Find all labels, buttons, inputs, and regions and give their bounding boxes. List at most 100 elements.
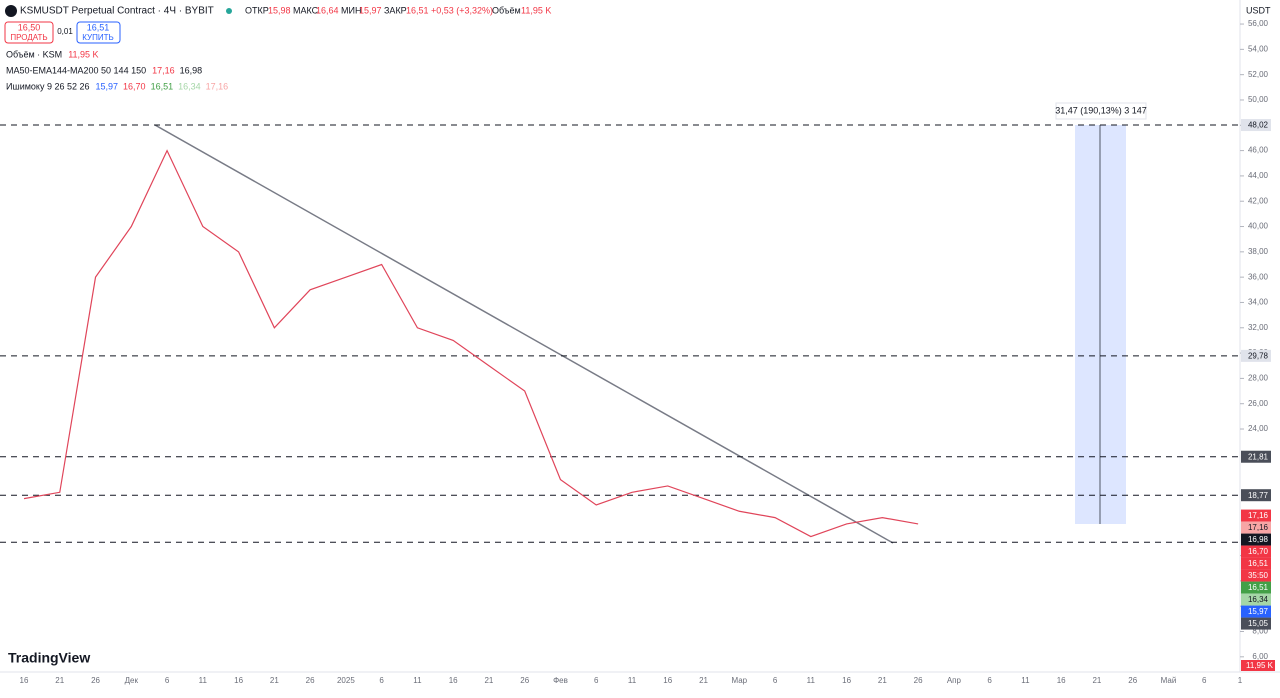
y-tick-label: 8,00 xyxy=(1252,627,1268,636)
buy-price[interactable]: 16,51 xyxy=(87,22,110,32)
symbol: KSMUSDT Perpetual Contract · 4Ч · BYBIT xyxy=(20,6,214,17)
x-tick-label: 16 xyxy=(842,676,851,685)
indicator-value: 16,34 xyxy=(178,81,201,91)
indicator-value: 17,16 xyxy=(206,81,229,91)
x-tick-label: Апр xyxy=(947,676,962,685)
price-badge-label: 15,05 xyxy=(1248,619,1269,628)
x-tick-label: 2025 xyxy=(337,676,355,685)
high-label: МАКС xyxy=(293,5,319,15)
price-badge xyxy=(1241,349,1271,362)
x-tick-label: 6 xyxy=(594,676,599,685)
price-badge-label: 16,98 xyxy=(1248,535,1269,544)
y-tick-label: 36,00 xyxy=(1248,272,1269,281)
x-tick-label: 16 xyxy=(234,676,243,685)
measure-box xyxy=(1075,125,1126,524)
x-tick-label: 26 xyxy=(1128,676,1137,685)
measure-label: 31,47 (190,13%) 3 147 xyxy=(1055,105,1147,115)
x-tick-label: 11 xyxy=(1021,676,1030,685)
sell-label[interactable]: ПРОДАТЬ xyxy=(10,33,47,42)
y-tick-label: 28,00 xyxy=(1248,374,1269,383)
close-label: ЗАКР xyxy=(384,5,407,15)
sell-price[interactable]: 16,50 xyxy=(18,22,41,32)
buy-button[interactable] xyxy=(76,21,121,44)
price-badge-label: 21,81 xyxy=(1248,452,1269,461)
price-badge-label: 17,16 xyxy=(1248,511,1269,520)
x-tick-label: 26 xyxy=(520,676,529,685)
y-tick-label: 40,00 xyxy=(1248,222,1269,231)
price-badge-label: 18,77 xyxy=(1248,491,1269,500)
low-label: МИН xyxy=(341,5,361,15)
price-badge-label: 15,97 xyxy=(1248,607,1269,616)
x-tick-label: 11 xyxy=(628,676,637,685)
price-badge xyxy=(1241,450,1271,463)
change: +0,53 (+3,32%) xyxy=(431,5,493,15)
x-tick-label: 26 xyxy=(306,676,315,685)
indicator-value: 17,16 xyxy=(152,65,175,75)
measure-label-bg xyxy=(1055,102,1147,120)
volume-badge-label: 11,95 K xyxy=(1246,661,1274,670)
high: 16,64 xyxy=(316,5,339,15)
indicator-name: Объём · KSM xyxy=(6,49,62,59)
y-tick-label: 54,00 xyxy=(1248,44,1269,53)
price-badge xyxy=(1241,581,1271,594)
indicator-value: 11,95 K xyxy=(68,49,98,59)
price-badge xyxy=(1241,509,1271,522)
indicator-value: 15,97 xyxy=(96,81,119,91)
indicator-name: MA50-EMA144-MA200 50 144 150 xyxy=(6,65,146,75)
x-tick-label: 6 xyxy=(1202,676,1207,685)
open-label: ОТКР xyxy=(245,5,269,15)
low: 15,97 xyxy=(359,5,382,15)
x-tick-label: 1 xyxy=(1238,676,1243,685)
y-tick-label: 50,00 xyxy=(1248,95,1269,104)
buy-label[interactable]: КУПИТЬ xyxy=(82,33,113,42)
price-badge-label: 35:50 xyxy=(1248,571,1269,580)
price-line xyxy=(23,149,919,538)
y-tick-label: 56,00 xyxy=(1248,19,1269,28)
y-tick-label: 32,00 xyxy=(1248,323,1269,332)
x-tick-label: Фев xyxy=(553,676,568,685)
volume-badge xyxy=(1241,660,1275,671)
close: 16,51 xyxy=(406,5,429,15)
x-tick-label: 16 xyxy=(20,676,29,685)
x-tick-label: 6 xyxy=(773,676,778,685)
x-tick-label: 21 xyxy=(270,676,279,685)
indicator-name: Ишимоку 9 26 52 26 xyxy=(6,81,90,91)
price-badge xyxy=(1241,593,1271,606)
x-tick-label: 11 xyxy=(199,676,208,685)
x-tick-label: 11 xyxy=(807,676,816,685)
x-tick-label: 21 xyxy=(699,676,708,685)
price-badge-label: 16,34 xyxy=(1248,595,1269,604)
trend-line xyxy=(154,124,894,544)
status-dot xyxy=(226,8,232,14)
x-tick-label: 21 xyxy=(484,676,493,685)
price-badge-label: 29,78 xyxy=(1248,351,1269,360)
price-badge-label: 48,02 xyxy=(1248,121,1269,130)
x-tick-label: 6 xyxy=(987,676,992,685)
x-tick-label: 16 xyxy=(1057,676,1066,685)
x-tick-label: 11 xyxy=(413,676,422,685)
y-tick-label: 52,00 xyxy=(1248,70,1269,79)
x-tick-label: 21 xyxy=(878,676,887,685)
volume-label: Объём xyxy=(492,5,521,15)
indicator-value: 16,70 xyxy=(123,81,146,91)
x-tick-label: 16 xyxy=(663,676,672,685)
spread: 0,01 xyxy=(57,27,73,36)
y-tick-label: 34,00 xyxy=(1248,298,1269,307)
x-tick-label: 26 xyxy=(914,676,923,685)
price-badge xyxy=(1241,119,1271,132)
price-badge-label: 16,51 xyxy=(1248,559,1269,568)
indicator-value: 16,51 xyxy=(151,81,174,91)
y-tick-label: 46,00 xyxy=(1248,146,1269,155)
price-badge xyxy=(1241,569,1271,582)
y-tick-label: 42,00 xyxy=(1248,196,1269,205)
x-tick-label: Мар xyxy=(731,676,747,685)
volume: 11,95 K xyxy=(521,5,551,15)
y-tick-label: 38,00 xyxy=(1248,247,1269,256)
sell-button[interactable] xyxy=(4,21,54,44)
x-tick-label: Май xyxy=(1161,676,1177,685)
price-badge xyxy=(1241,533,1271,546)
x-tick-label: 21 xyxy=(1092,676,1101,685)
x-tick-label: 6 xyxy=(165,676,170,685)
currency[interactable]: USDT xyxy=(1246,5,1271,15)
